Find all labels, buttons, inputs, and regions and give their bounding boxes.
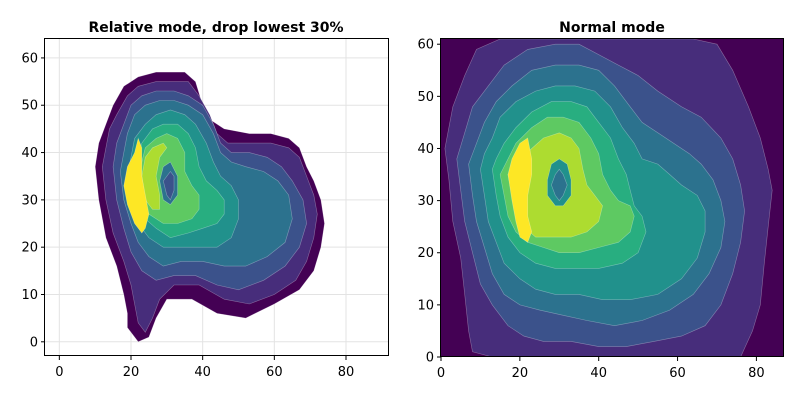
contour-plot-relative: [94, 71, 325, 343]
contour-level-9-region-9: [508, 138, 532, 243]
contour-edge-8: [159, 161, 178, 206]
x-tick-label-80: 80: [338, 365, 355, 380]
contour-edge-1: [456, 43, 745, 347]
x-tick-label-40: 40: [590, 366, 607, 381]
y-tick-label-30: 30: [417, 194, 434, 209]
x-tick-label-60: 60: [266, 365, 283, 380]
contour-plot-normal: [441, 39, 784, 357]
y-tick-label-0: 0: [30, 335, 38, 350]
y-tick-label-60: 60: [417, 38, 434, 53]
y-tick-label-40: 40: [21, 146, 38, 161]
axis-ticks-right: 0 20 40 60 80 0 10 20 30 40 50 60: [417, 38, 764, 381]
contour-edge-4: [127, 109, 239, 248]
y-tick-label-20: 20: [417, 246, 434, 261]
contour-edge-2: [468, 64, 726, 327]
panel-title-normal: Normal mode: [559, 20, 665, 36]
axes-frame-right: [440, 38, 784, 357]
x-tick-label-0: 0: [437, 366, 445, 381]
contour-edge-6: [137, 133, 200, 224]
contour-edge-5: [134, 123, 225, 239]
contour-edge-10: [123, 137, 150, 234]
panel-title-relative: Relative mode, drop lowest 30%: [88, 20, 343, 36]
contour-edge-8: [551, 168, 568, 202]
x-tick-label-80: 80: [748, 366, 765, 381]
contour-edge-9: [507, 137, 533, 243]
y-tick-label-50: 50: [417, 90, 434, 105]
panel-relative-mode: Relative mode, drop lowest 30% 0 20 40 60 80…: [21, 20, 389, 380]
panel-normal-mode: Normal mode 0 20 40 60 80 0 10 20 30 40 50 60: [417, 20, 784, 381]
contour-edge-3: [480, 85, 706, 301]
contour-edge-9: [162, 171, 175, 201]
axes-frame-left: [44, 38, 389, 356]
y-tick-label-30: 30: [21, 193, 38, 208]
x-tick-label-20: 20: [123, 365, 140, 380]
contour-edge-4: [491, 101, 647, 269]
contour-edge-7: [547, 158, 572, 207]
contour-level-4-region-8: [551, 169, 568, 201]
y-tick-label-10: 10: [417, 298, 434, 313]
contour-edge-1: [101, 81, 318, 333]
contour-edge-7: [141, 142, 168, 210]
axis-ticks-left: 0 20 40 60 80 0 10 20 30 40 50 60: [21, 51, 354, 380]
y-tick-label-20: 20: [21, 241, 38, 256]
contour-level-9-region-10: [123, 138, 149, 233]
y-tick-label-60: 60: [21, 51, 38, 66]
contour-level-8-region-7: [141, 143, 167, 210]
x-tick-label-0: 0: [55, 365, 63, 380]
contour-edge-3: [119, 100, 293, 267]
x-tick-label-60: 60: [669, 366, 686, 381]
x-tick-label-20: 20: [512, 366, 529, 381]
y-tick-label-0: 0: [426, 351, 434, 366]
contour-edge-2: [112, 90, 307, 291]
x-tick-label-40: 40: [194, 365, 211, 380]
y-tick-label-50: 50: [21, 99, 38, 114]
contour-level-3-region-9: [163, 171, 174, 200]
contour-edge-0: [444, 39, 773, 357]
y-tick-label-10: 10: [21, 288, 38, 303]
contour-edge-0: [94, 71, 325, 343]
y-tick-label-40: 40: [417, 142, 434, 157]
